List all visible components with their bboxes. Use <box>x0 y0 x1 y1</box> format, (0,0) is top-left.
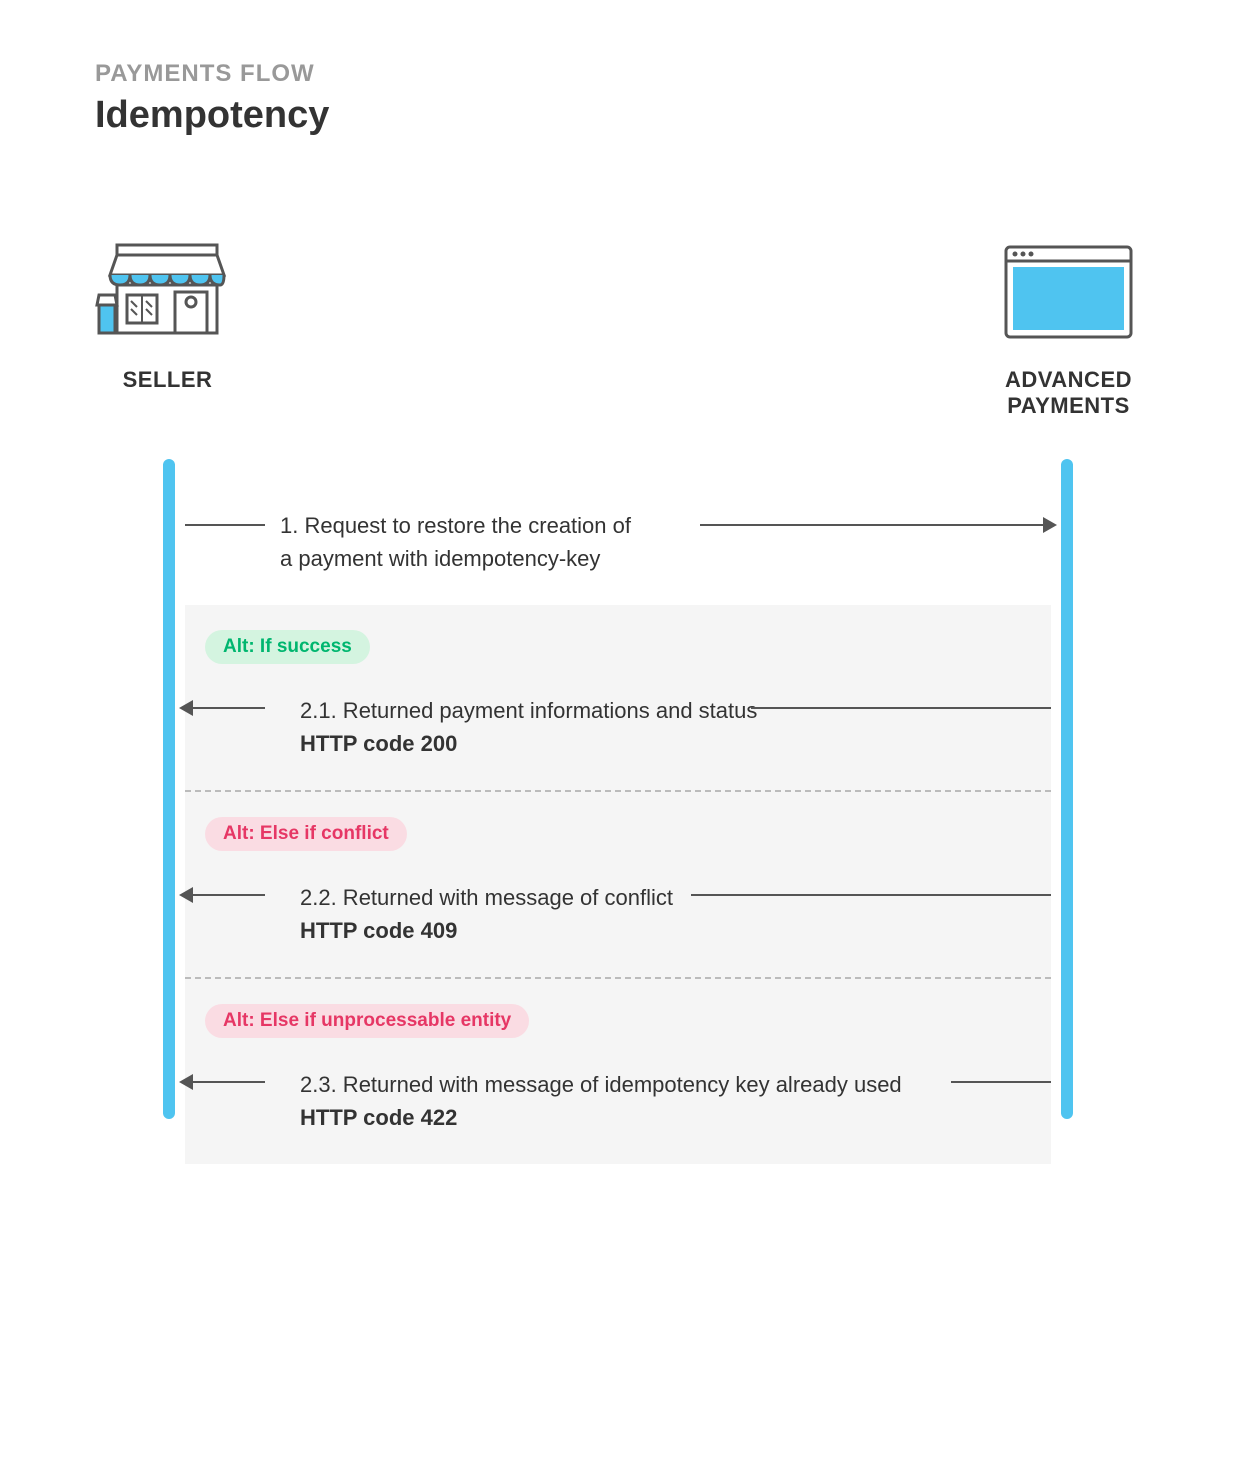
arrow-line <box>951 1081 1051 1083</box>
arrow-line <box>185 894 265 896</box>
alt-success-text: 2.1. Returned payment informations and s… <box>300 694 1031 760</box>
message-1-line2: a payment with idempotency-key <box>280 546 600 571</box>
arrow-line <box>185 1081 265 1083</box>
arrow-head-right-icon <box>1043 517 1057 533</box>
actor-seller: SELLER <box>95 237 240 393</box>
actor-advanced-payments: ADVANCED PAYMENTS <box>996 237 1141 419</box>
message-1-text: 1. Request to restore the creation of a … <box>280 509 980 575</box>
arrow-line <box>751 707 1051 709</box>
header: PAYMENTS FLOW Idempotency <box>95 60 1141 137</box>
sequence-diagram: 1. Request to restore the creation of a … <box>95 459 1141 1164</box>
alt-conflict-msg: 2.2. Returned with message of conflict <box>300 885 673 910</box>
alt-divider <box>185 977 1051 979</box>
alt-label-unprocessable: Alt: Else if unprocessable entity <box>205 1004 529 1038</box>
message-1: 1. Request to restore the creation of a … <box>95 489 1141 595</box>
alt-conflict-code: HTTP code 409 <box>300 918 457 943</box>
actor-seller-label: SELLER <box>123 367 213 393</box>
arrow-line <box>700 524 1051 526</box>
alt-label-success: Alt: If success <box>205 630 370 664</box>
alt-success-msg: 2.1. Returned payment informations and s… <box>300 698 757 723</box>
message-1-line1: 1. Request to restore the creation of <box>280 513 631 538</box>
alt-label-conflict: Alt: Else if conflict <box>205 817 407 851</box>
page-title: Idempotency <box>95 94 1141 137</box>
alt-message-success: 2.1. Returned payment informations and s… <box>205 694 1031 760</box>
alt-message-unprocessable: 2.3. Returned with message of idempotenc… <box>205 1068 1031 1134</box>
alt-conflict-text: 2.2. Returned with message of conflict H… <box>300 881 1031 947</box>
alt-unprocessable-text: 2.3. Returned with message of idempotenc… <box>300 1068 1031 1134</box>
arrow-line <box>185 707 265 709</box>
store-icon <box>95 237 240 347</box>
browser-icon <box>996 237 1141 347</box>
arrow-line <box>185 524 265 526</box>
actor-advanced-payments-label: ADVANCED PAYMENTS <box>1005 367 1132 419</box>
alt-message-conflict: 2.2. Returned with message of conflict H… <box>205 881 1031 947</box>
alt-success-code: HTTP code 200 <box>300 731 457 756</box>
alt-unprocessable-code: HTTP code 422 <box>300 1105 457 1130</box>
actors-row: SELLER ADVANCED PAYMENTS <box>95 237 1141 419</box>
subtitle: PAYMENTS FLOW <box>95 60 1141 88</box>
alt-box: Alt: If success 2.1. Returned payment in… <box>185 605 1051 1164</box>
arrow-line <box>691 894 1051 896</box>
alt-divider <box>185 790 1051 792</box>
messages-container: 1. Request to restore the creation of a … <box>95 459 1141 1164</box>
alt-unprocessable-msg: 2.3. Returned with message of idempotenc… <box>300 1072 902 1097</box>
